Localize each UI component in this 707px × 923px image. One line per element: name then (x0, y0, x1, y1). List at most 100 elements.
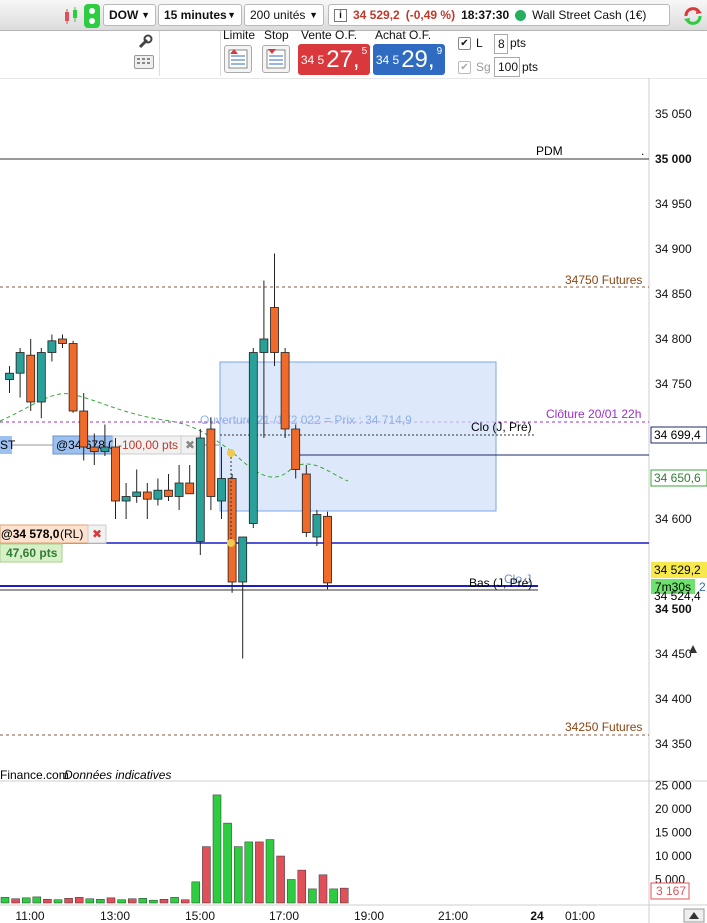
time-tick-label: 13:00 (100, 909, 130, 923)
marker-dot (227, 539, 235, 547)
top-toolbar: DOW ▼ 15 minutes ▼ 200 unités ▼ i 34 529… (0, 0, 707, 31)
candle-body (26, 354, 36, 403)
price-chart[interactable]: 35 050 35 000 34 950 34 900 34 850 34 800 34 7… (0, 78, 707, 923)
countdown-text: 7m30s (655, 580, 691, 594)
limit-label: Limite (223, 28, 256, 42)
instrument-info: i 34 529,2 (-0,49 %) 18:37:30 Wall Stree… (328, 4, 670, 26)
units-select[interactable]: 200 unités ▼ (244, 4, 324, 26)
price-tag-650-text: 34 650,6 (654, 471, 701, 485)
volume-bar (11, 898, 20, 904)
limit-checkbox[interactable]: ✔ (458, 37, 471, 50)
clo-prev-label: Clo (J, Pré) (471, 420, 532, 434)
volume-tick-label: 20 000 (655, 802, 692, 816)
volume-bar (202, 846, 211, 904)
volume-bar (308, 888, 317, 904)
l-label: L (476, 36, 483, 50)
price-tick-label: 34 850 (655, 287, 692, 301)
price-tick-label: 34 800 (655, 332, 692, 346)
price-tick-label: 34 750 (655, 377, 692, 391)
volume-tick-label: 25 000 (655, 779, 692, 793)
limit-order-button[interactable] (224, 45, 252, 73)
time-tick-label: 01:00 (565, 909, 595, 923)
candle-body (206, 428, 216, 497)
volume-bar (21, 897, 31, 904)
wrench-icon[interactable] (137, 34, 153, 50)
price-tick-label: 34 900 (655, 242, 692, 256)
volume-tag (650, 882, 690, 900)
pdm-dot: . (641, 144, 644, 158)
price-tick-label: 34 350 (655, 737, 692, 751)
candle-body (36, 352, 46, 403)
volume-bar (96, 898, 105, 904)
sell-price-small: 34 5 (300, 52, 325, 67)
candle-body (291, 428, 301, 470)
timeframe-label: 15 minutes (164, 8, 227, 22)
timeframe-select[interactable]: 15 minutes ▼ (158, 4, 242, 26)
chevron-down-icon: ▼ (141, 10, 150, 20)
data-source: Finance.com (0, 768, 69, 782)
scroll-up-icon[interactable] (689, 645, 697, 653)
candle-body (195, 437, 205, 542)
candle-body (227, 478, 237, 583)
countdown-tag (651, 579, 695, 594)
limit-order-pts-tag (0, 543, 63, 563)
keyboard-icon[interactable] (134, 55, 154, 69)
sell-price-sup: 5 (361, 46, 368, 57)
pts-label: pts (510, 36, 527, 50)
volume-bar (233, 846, 243, 904)
close-prev-label: Clôture 20/01 22h (546, 407, 641, 421)
buy-price-big: 29, (401, 45, 435, 73)
volume-bar (64, 898, 73, 904)
sell-button[interactable]: 34 5 27, 5 (298, 44, 370, 75)
volume-bar (0, 897, 10, 904)
buy-button[interactable]: 34 5 29, 9 (373, 44, 445, 75)
limit-points-input[interactable]: 8 (494, 34, 508, 54)
time-tick-label: 17:00 (269, 909, 299, 923)
stop-label: Stop (264, 28, 289, 42)
last-price: 34 529,2 (353, 8, 400, 22)
volume-bar (85, 898, 95, 904)
limit-order-pts: 47,60 pts (6, 546, 58, 560)
candle-body (89, 446, 99, 452)
price-tick-label: 34 600 (655, 512, 692, 526)
sell-price-big: 27, (326, 45, 360, 73)
stop-order-tag[interactable] (0, 436, 12, 454)
stop-guaranteed-checkbox[interactable]: ✔ (458, 61, 471, 74)
price-tick-label: 34 400 (655, 692, 692, 706)
futures-low-label: 34250 Futures (565, 720, 642, 734)
volume-tick-label: 10 000 (655, 849, 692, 863)
instrument-select[interactable]: DOW ▼ (103, 4, 156, 26)
price-tick-label: 35 000 (655, 152, 692, 166)
sell-label: Vente O.F. (301, 28, 358, 42)
volume-bars (0, 794, 349, 904)
limit-order-price: @34 578,0 (1, 527, 60, 541)
refresh-icon[interactable] (682, 5, 704, 27)
clock-time: 18:37:30 (461, 8, 510, 22)
candle-body (47, 340, 57, 353)
volume-bar (318, 874, 328, 904)
watchlist-icon[interactable] (84, 4, 100, 28)
stop-points-input[interactable]: 100 (494, 57, 520, 77)
candle-body (248, 352, 258, 524)
candles (5, 253, 332, 659)
volume-bar (159, 898, 169, 904)
time-tick-label: 15:00 (185, 909, 215, 923)
info-icon[interactable]: i (334, 8, 347, 22)
volume-bar (276, 855, 285, 904)
volume-bar (180, 899, 190, 904)
stop-order-button[interactable] (262, 45, 290, 73)
candle-body (312, 514, 322, 538)
chevron-down-icon: ▼ (227, 10, 236, 20)
limit-order-close-button[interactable] (87, 524, 107, 544)
opening-range-box[interactable] (219, 361, 497, 512)
candle-body (323, 515, 332, 584)
volume-tag-text: 3 167 (656, 884, 686, 898)
candle-body (259, 338, 269, 353)
price-tag-last-text: 34 529,2 (654, 563, 701, 577)
candle-body (153, 489, 163, 500)
time-axis: 11:00 13:00 15:00 17:00 19:00 21:00 24 01:00 (15, 909, 595, 923)
candle-chart-icon[interactable] (62, 5, 82, 27)
candle-body (15, 352, 25, 374)
price-tick-label: 34 950 (655, 197, 692, 211)
